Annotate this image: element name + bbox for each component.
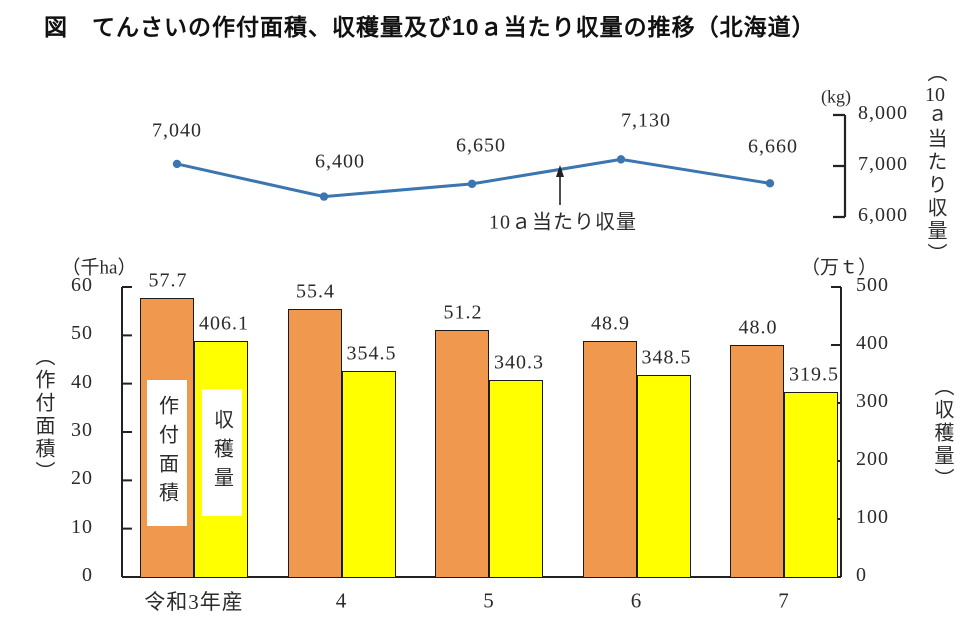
line-point-label: 6,660	[748, 135, 798, 158]
bar-harvest-1	[341, 371, 396, 578]
bar-planted-area-2	[435, 329, 489, 578]
kg-axis	[833, 113, 847, 219]
left-axis-tick-label: 50	[71, 322, 93, 345]
line-point-marker	[616, 155, 626, 164]
right-axis-tick-label: 400	[856, 332, 889, 354]
planted-area-value-label: 48.9	[591, 312, 630, 335]
bar-harvest-4	[784, 391, 838, 578]
left-axis-tick-label: 40	[71, 370, 93, 393]
yield-line-series	[176, 157, 771, 199]
annotation-arrowhead-icon	[556, 165, 564, 177]
bar-harvest-3	[636, 374, 691, 578]
line-point-marker	[765, 179, 775, 188]
x-axis-label: 令和3年産	[144, 590, 244, 614]
right-axis-tick-label: 300	[856, 390, 889, 412]
left-axis-tick-label: 10	[71, 515, 93, 538]
right-axis-tick-label: 0	[856, 564, 867, 586]
right-axis-tick-label: 500	[856, 274, 889, 296]
annotation-label: 10ａ当たり収量	[489, 211, 637, 234]
left-axis-tick-label: 20	[71, 467, 93, 490]
legend-planted-area: 作付面積	[147, 380, 187, 526]
harvest-axis-title: （収穫量）	[931, 376, 953, 491]
planted-area-axis-title: （作付面積）	[32, 346, 54, 484]
x-axis-label: 6	[630, 588, 643, 613]
line-point-label: 7,130	[621, 109, 671, 132]
harvest-value-label: 340.3	[494, 351, 544, 374]
right-axis-unit-label: （万ｔ）	[800, 257, 878, 279]
kg-axis-tick-label: 8,000	[858, 102, 908, 124]
yield-axis-title-close: ）	[924, 243, 946, 266]
bar-planted-area-4	[730, 345, 784, 578]
bar-harvest-2	[489, 379, 543, 578]
figure-title: 図 てんさいの作付面積、収穫量及び10ａ当たり収量の推移（北海道）	[44, 14, 816, 40]
left-axis-tick-label: 0	[82, 564, 93, 586]
right-axis-tick-label: 100	[856, 506, 889, 528]
planted-area-value-label: 51.2	[443, 301, 483, 324]
legend-harvest-label: 収穫量	[210, 409, 233, 496]
yield-axis-title-a: ａ	[924, 105, 946, 128]
line-point-label: 6,650	[456, 134, 506, 157]
harvest-value-label: 319.5	[789, 363, 839, 386]
x-axis-label: 7	[778, 588, 790, 613]
harvest-value-label: 354.5	[346, 342, 397, 365]
left-axis-unit-label: （千ha）	[61, 257, 137, 279]
yield-axis-title: （10ａ当たり収量）	[921, 62, 950, 266]
right-axis-tick-label: 200	[856, 448, 889, 470]
yield-axis-title-open: （	[924, 62, 946, 85]
line-point-marker	[319, 192, 329, 201]
x-axis-label: 5	[483, 588, 495, 613]
kg-axis-tick-label: 6,000	[858, 204, 908, 226]
planted-area-value-label: 57.7	[148, 269, 188, 292]
legend-harvest: 収穫量	[202, 389, 242, 516]
harvest-value-label: 406.1	[199, 312, 249, 335]
planted-area-value-label: 48.0	[738, 316, 778, 339]
line-point-label: 6,400	[315, 150, 365, 173]
kg-unit-label: (kg)	[821, 86, 851, 107]
yield-axis-title-number: 10	[925, 85, 945, 105]
kg-axis-tick-label: 7,000	[858, 153, 908, 175]
line-point-marker	[172, 159, 182, 169]
yield-axis-title-rest: 当たり収量	[924, 128, 946, 243]
bar-planted-area-1	[287, 309, 342, 578]
x-axis-label: 4	[335, 588, 348, 613]
left-axis-tick-label: 60	[71, 274, 93, 296]
planted-area-value-label: 55.4	[296, 280, 335, 303]
line-point-label: 7,040	[152, 119, 202, 142]
harvest-value-label: 348.5	[641, 346, 692, 369]
line-point-marker	[467, 179, 477, 189]
legend-planted-area-label: 作付面積	[155, 395, 178, 511]
left-axis-tick-label: 30	[71, 419, 93, 441]
bar-planted-area-3	[582, 340, 637, 578]
